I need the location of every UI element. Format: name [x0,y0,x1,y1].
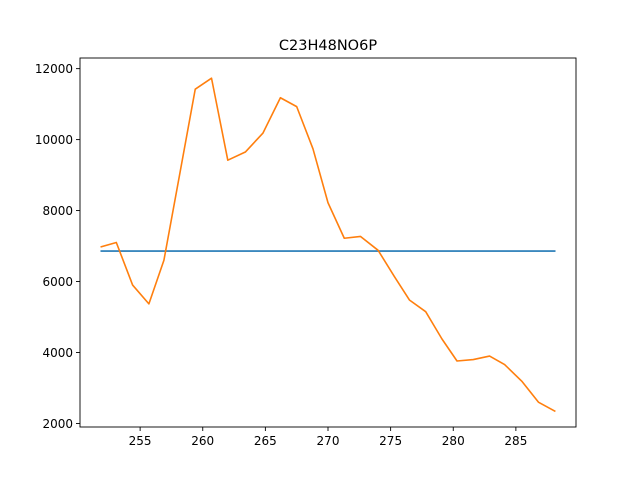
y-tick-label: 10000 [35,133,73,147]
y-tick-label: 8000 [42,204,73,218]
x-tick-label: 285 [504,434,527,448]
x-tick-label: 270 [317,434,340,448]
x-tick-label: 260 [191,434,214,448]
x-tick-label: 255 [129,434,152,448]
series-line-1 [100,77,556,413]
y-tick-label: 4000 [42,346,73,360]
x-tick-label: 265 [254,434,277,448]
x-tick-label: 275 [379,434,402,448]
x-tick-label: 280 [442,434,465,448]
plot-area: 255 260 265 270 275 280 285 2000 4000 6000 8000 100… [35,57,577,448]
y-tick-label: 6000 [42,275,73,289]
y-tick-label: 12000 [35,62,73,76]
y-tick-label: 2000 [42,417,73,431]
chart-title: C23H48NO6P [279,38,377,54]
